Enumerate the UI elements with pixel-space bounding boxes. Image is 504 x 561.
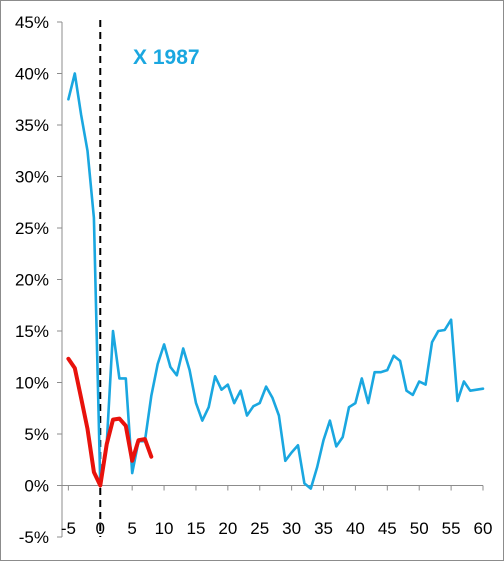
y-tick-label: 15% — [15, 322, 49, 341]
y-tick-label: 5% — [24, 425, 49, 444]
x-tick-label: 45 — [378, 519, 397, 538]
x-tick-label: 10 — [155, 519, 174, 538]
y-tick-label: 45% — [15, 13, 49, 32]
y-tick-label: 20% — [15, 271, 49, 290]
series-layer — [66, 72, 485, 490]
x-tick-label: 35 — [314, 519, 333, 538]
x-tick-label: 20 — [218, 519, 237, 538]
x-tick-label: 60 — [474, 519, 493, 538]
x-tick-label: 15 — [186, 519, 205, 538]
y-tick-label: 10% — [15, 374, 49, 393]
y-tick-label: 40% — [15, 65, 49, 84]
x-tick-label: 55 — [442, 519, 461, 538]
x-tick-label: 25 — [250, 519, 269, 538]
y-tick-label: 0% — [24, 477, 49, 496]
y-tick-label: 30% — [15, 168, 49, 187]
series-line-1 — [67, 72, 485, 490]
x-tick-label: 50 — [410, 519, 429, 538]
x-tick-label: 5 — [127, 519, 136, 538]
y-tick-label: -5% — [19, 528, 49, 547]
y-tick-label: 25% — [15, 219, 49, 238]
x-tick-label: -5 — [61, 519, 76, 538]
x-tick-label: 40 — [346, 519, 365, 538]
series-line-2 — [66, 356, 154, 488]
x-tick-label: 30 — [282, 519, 301, 538]
y-tick-label: 35% — [15, 116, 49, 135]
axes: -5%0%5%10%15%20%25%30%35%40%45%-50510152… — [15, 13, 492, 547]
chart-annotation: X 1987 — [133, 46, 200, 69]
points-layer — [68, 73, 484, 489]
